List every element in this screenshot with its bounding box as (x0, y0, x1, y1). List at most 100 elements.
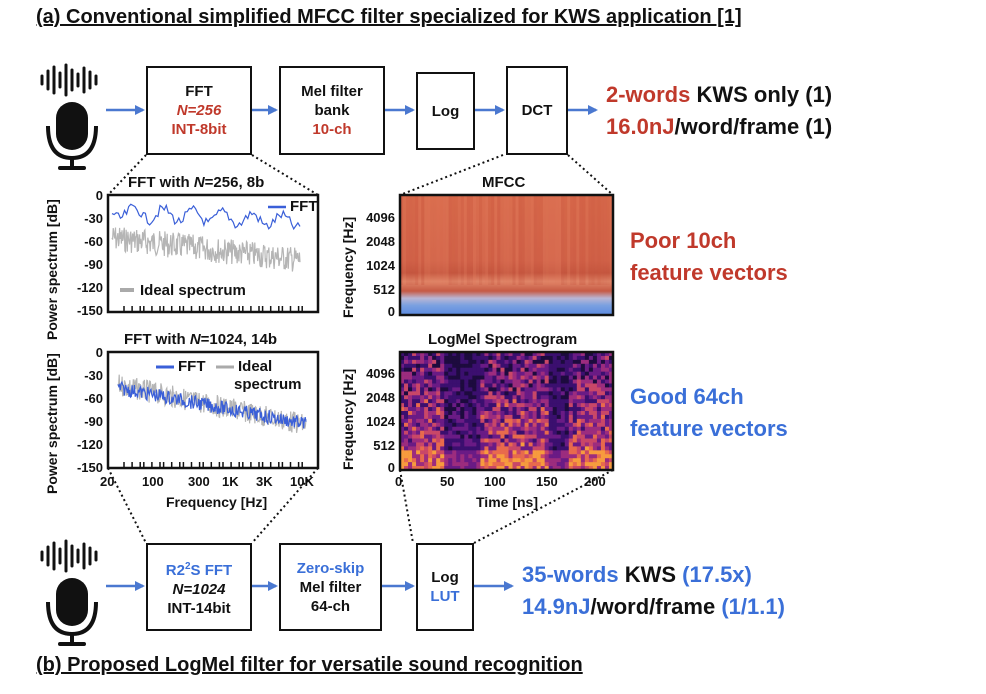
fft-n-label: N=256 (176, 102, 222, 119)
mel-filter-label-bottom: Mel filter (299, 578, 362, 596)
mel-label-1: Mel filter (301, 83, 363, 100)
plot-fft256 (106, 193, 320, 314)
p1t-b: =256, 8b (204, 174, 265, 191)
words-highlight-bottom: 35-words (522, 562, 619, 587)
tick-label: 512 (373, 438, 395, 453)
r22s-a: R2 (165, 561, 185, 579)
bottom-source (36, 538, 108, 648)
tick-label: 300 (188, 474, 210, 489)
tick-label: 2048 (366, 234, 395, 249)
tick-label: 0 (387, 460, 395, 475)
tick-label: 1024 (366, 414, 395, 429)
zoom-lines (107, 154, 614, 544)
soundwave-icon (40, 63, 98, 97)
mel-filter-block-top: Mel filter bank 10-ch (279, 66, 385, 155)
tick-label: -150 (76, 460, 103, 475)
title-a: (a) Conventional simplified MFCC filter … (36, 6, 742, 28)
energy-mid: /word/frame (590, 594, 722, 619)
fft-label: FFT (185, 83, 213, 100)
zero-skip-label: Zero-skip (296, 559, 365, 577)
mfcc-title: MFCC (482, 174, 526, 191)
tick-label: 2048 (366, 390, 395, 405)
tick-label: 0 (95, 188, 103, 203)
plot2-legend-fft: FFT (178, 358, 206, 375)
plot1-legend-fft: FFT (290, 198, 318, 215)
kws-label: KWS (618, 562, 683, 587)
fft-bits-label: INT-8bit (171, 121, 227, 138)
p2t-a: FFT with (124, 331, 190, 348)
title-b: (b) Proposed LogMel filter for versatile… (36, 654, 583, 676)
bottom-result-line2: 14.9nJ/word/frame (1/1.1) (522, 592, 785, 622)
fft-n-label-bottom: N=1024 (172, 580, 226, 598)
logmel-ylabel: Frequency [Hz] (340, 368, 356, 470)
tick-label: 0 (387, 304, 395, 319)
tick-label: 4096 (366, 210, 395, 225)
tick-label: 1024 (366, 258, 395, 273)
tick-label: -30 (84, 368, 103, 383)
top-result-line2: 16.0nJ/word/frame (1) (606, 112, 832, 142)
fft-block-top: FFT N=256 INT-8bit (146, 66, 252, 155)
energy-highlight: 16.0nJ (606, 114, 675, 139)
poor-label-1: Poor 10ch (630, 228, 737, 253)
dct-block: DCT (506, 66, 568, 155)
mfcc-ylabel: Frequency [Hz] (340, 216, 356, 318)
plot2-legend-ideal: Ideal (238, 358, 273, 375)
plot1-legend-ideal: Ideal spectrum (140, 282, 246, 299)
tick-label: -120 (76, 280, 103, 295)
tick-label: -120 (76, 437, 103, 452)
tick-label: -90 (84, 257, 103, 272)
good-label-1: Good 64ch (630, 384, 744, 409)
plot1-ylabel: Power spectrum [dB] (44, 199, 60, 340)
tick-label: 0 (395, 474, 403, 489)
tick-label: 100 (484, 474, 506, 489)
plot-fft1024 (106, 350, 320, 470)
tick-label: 1K (222, 474, 239, 489)
p1t-a: FFT with (128, 174, 194, 191)
tick-label: -60 (84, 391, 103, 406)
r22s-fft-label: R22S FFT (166, 557, 232, 580)
good-label-2: feature vectors (630, 416, 788, 441)
tick-label: 150 (536, 474, 558, 489)
top-result-line1: 2-words KWS only (1) (606, 80, 832, 110)
p1t-n: N (193, 174, 205, 191)
mfcc-heatmap (398, 193, 615, 317)
p2t-n: N (189, 331, 201, 348)
fft-block-bottom: R22S FFT N=1024 INT-14bit (146, 543, 252, 631)
words-highlight: 2-words (606, 82, 691, 107)
microphone-icon (46, 102, 98, 170)
plot2-legend-ideal-2: spectrum (234, 376, 302, 393)
tick-label: 100 (142, 474, 164, 489)
plot2-ylabel: Power spectrum [dB] (44, 353, 60, 494)
tick-label: 10K (290, 474, 314, 489)
mel-filter-block-bottom: Zero-skip Mel filter 64-ch (279, 543, 382, 631)
tick-label: 20 (100, 474, 115, 489)
tick-label: -150 (76, 303, 103, 318)
tick-label: 3K (256, 474, 273, 489)
tick-label: -30 (84, 211, 103, 226)
log-block-top: Log (416, 72, 475, 150)
mel-label-2: bank (314, 102, 350, 119)
energy-ratio: (1/1.1) (721, 594, 785, 619)
r22s-b: S FFT (190, 561, 233, 579)
logmel-xlabel: Time [ns] (476, 494, 538, 510)
tick-label: 50 (440, 474, 455, 489)
log-lut-block: Log LUT (416, 543, 474, 631)
energy-rest: /word/frame (1) (674, 114, 833, 139)
r22s-sup: 2 (184, 560, 191, 572)
logmel-spectrogram (398, 350, 615, 472)
tick-label: 4096 (366, 366, 395, 381)
logmel-title: LogMel Spectrogram (428, 331, 578, 348)
dct-label: DCT (521, 102, 553, 119)
mel-channels-label: 10-ch (312, 121, 352, 138)
microphone-icon (46, 578, 98, 646)
words-rest: KWS only (1) (690, 82, 833, 107)
tick-label: 200 (584, 474, 606, 489)
p2t-b: =1024, 14b (200, 331, 277, 348)
bottom-result-line1: 35-words KWS (17.5x) (522, 560, 752, 590)
mel-channels-label-bottom: 64-ch (310, 597, 351, 615)
gain-label: (17.5x) (682, 562, 752, 587)
plot1-title: FFT with N=256, 8b (128, 174, 264, 191)
soundwave-icon (40, 539, 98, 573)
log-label: Log (431, 102, 460, 120)
